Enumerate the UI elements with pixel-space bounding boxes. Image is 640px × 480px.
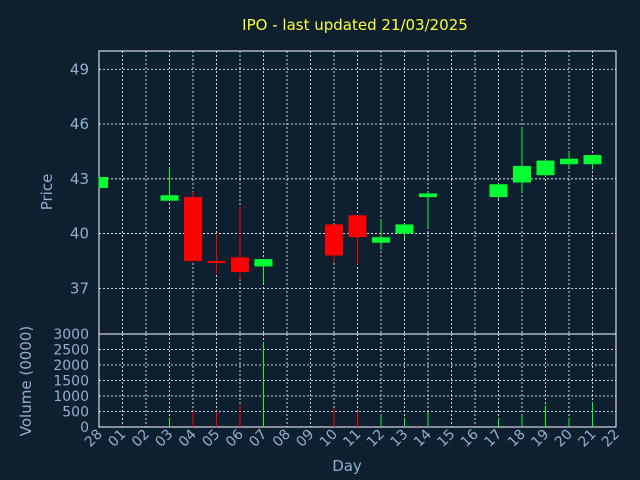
x-tick-label: 06: [223, 426, 247, 450]
candle: [207, 233, 226, 274]
candle: [536, 160, 555, 177]
x-tick-label: 10: [317, 427, 341, 451]
volume-tick-label: 1000: [53, 389, 89, 405]
volume-tick-label: 3000: [53, 327, 89, 343]
candle: [560, 151, 578, 168]
price-tick-label: 43: [70, 170, 89, 188]
candle: [160, 167, 179, 201]
x-tick-label: 09: [293, 427, 317, 451]
volume-axis-label: Volume (0000): [17, 326, 35, 436]
x-tick-labels: 28 01 02 03 04 05 06 07 08 09 10 11 12 13 14 15 16 17 18 19…: [82, 426, 623, 450]
x-tick-label: 05: [199, 427, 223, 451]
candle: [325, 224, 343, 263]
candle-body: [489, 184, 508, 198]
candle-body: [583, 155, 602, 165]
x-tick-label: 16: [458, 426, 482, 450]
x-tick-label: 03: [152, 427, 176, 451]
x-tick-label: 17: [481, 427, 505, 451]
x-tick-label: 01: [105, 427, 129, 451]
x-tick-label: 02: [129, 427, 153, 451]
candle-body: [207, 260, 226, 263]
volume-bars: [169, 341, 593, 427]
candles: [98, 127, 602, 283]
candle-body: [419, 193, 437, 198]
candle: [583, 155, 602, 170]
x-tick-label: 19: [528, 427, 552, 451]
volume-tick-label: 0: [80, 420, 89, 436]
candle-body: [348, 215, 367, 238]
candle-body: [395, 224, 414, 234]
x-tick-label: 08: [270, 427, 294, 451]
price-tick-label: 37: [70, 279, 89, 297]
x-tick-label: 22: [599, 427, 623, 451]
x-tick-label: 13: [387, 427, 411, 451]
candle-body: [536, 160, 555, 176]
x-tick-label: 15: [434, 427, 458, 451]
volume-tick-label: 500: [62, 405, 89, 421]
candle-body: [560, 158, 578, 165]
price-grid: [99, 51, 616, 334]
candle: [489, 182, 508, 199]
x-tick-label: 12: [364, 427, 388, 451]
candle-body: [372, 237, 390, 243]
x-tick-label: 18: [505, 427, 529, 451]
x-tick-label: 11: [340, 427, 364, 451]
price-axis-label: Price: [38, 174, 56, 211]
chart-title: IPO - last updated 21/03/2025: [242, 16, 468, 34]
candle: [231, 206, 249, 280]
candle-body: [160, 195, 179, 201]
candle: [98, 176, 108, 188]
candle-body: [513, 166, 531, 183]
candle: [513, 127, 531, 192]
volume-tick-label: 1500: [53, 374, 89, 390]
candle: [419, 191, 437, 229]
candle: [395, 224, 414, 240]
price-y-ticks: 37 40 43 46 49: [70, 60, 89, 297]
x-tick-label: 21: [575, 427, 599, 451]
volume-tick-label: 2500: [53, 343, 89, 359]
candle: [184, 191, 202, 261]
candle-body: [184, 197, 202, 261]
candle: [372, 218, 390, 251]
volume-tick-label: 2000: [53, 358, 89, 374]
candle-body: [325, 224, 343, 256]
candle-body: [231, 257, 249, 272]
x-tick-label: 07: [246, 427, 270, 451]
candle: [348, 215, 367, 265]
price-tick-label: 49: [70, 60, 89, 78]
candle: [254, 259, 273, 283]
price-tick-label: 40: [70, 225, 89, 243]
x-tick-label: 14: [411, 426, 435, 450]
x-tick-label: 04: [176, 426, 200, 450]
candle-body: [99, 176, 108, 188]
candle-body: [254, 259, 273, 267]
x-tick-label: 20: [552, 427, 576, 451]
x-axis-label: Day: [332, 457, 362, 475]
price-tick-label: 46: [70, 115, 89, 133]
